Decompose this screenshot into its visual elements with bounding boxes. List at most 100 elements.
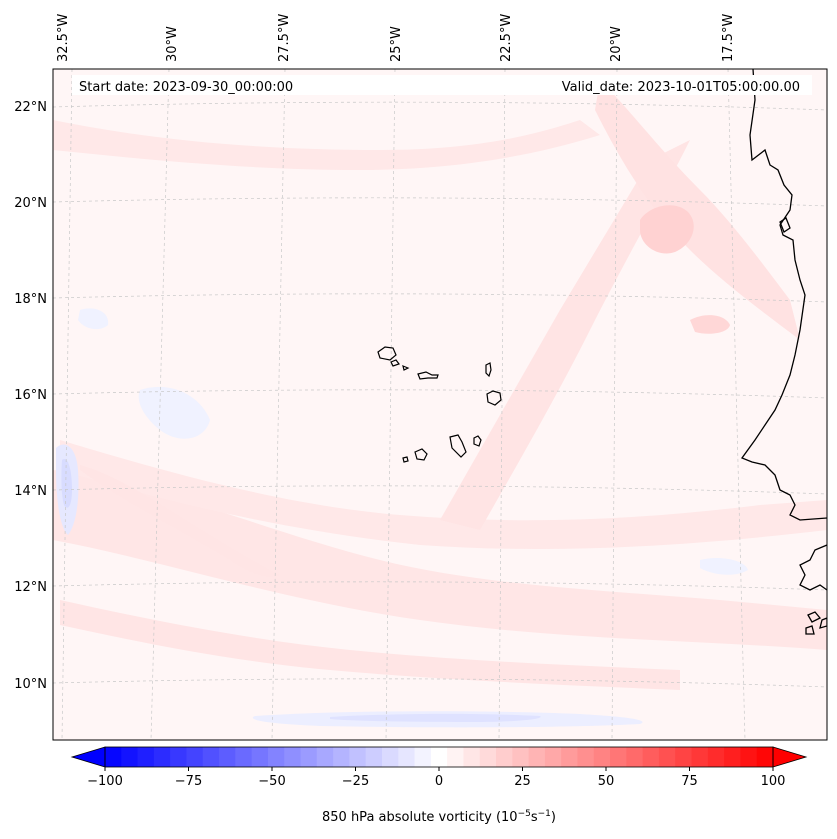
lon-label-17-5W: 17.5°W — [721, 14, 736, 62]
lat-label-14N: 14°N — [14, 484, 47, 499]
island-brava — [402, 456, 409, 463]
colorbar-cell — [186, 747, 204, 767]
colorbar-cell — [284, 747, 302, 767]
colorbar-cell — [333, 747, 350, 767]
island-santiago — [449, 434, 467, 458]
colorbar-cell — [593, 747, 611, 767]
colorbar-cell — [137, 747, 155, 767]
latitude-labels: 22°N 20°N 18°N 16°N 14°N 12°N 10°N — [14, 100, 47, 692]
colorbar-cell — [642, 747, 660, 767]
parallel-22N — [53, 101, 827, 111]
bijagos-islands — [805, 611, 827, 635]
parallel-18N — [53, 293, 827, 303]
africa-coastline — [740, 69, 827, 521]
colorbar-cell — [496, 747, 513, 767]
meridian-27-5W — [271, 69, 286, 740]
colorbar-tick-label: −75 — [175, 774, 202, 789]
africa-coast-south — [799, 544, 827, 591]
lon-label-32-5W: 32.5°W — [56, 14, 71, 62]
colorbar-cell — [153, 747, 171, 767]
lon-label-25W: 25°W — [389, 26, 404, 62]
meridian-32-5W — [61, 69, 73, 740]
colorbar-cell — [447, 747, 465, 767]
longitude-labels: 32.5°W 30°W 27.5°W 25°W 22.5°W 20°W 17.5… — [56, 14, 736, 62]
colorbar-cell — [398, 747, 416, 767]
colorbar-tick-label: 0 — [435, 774, 443, 789]
colorbar-cells — [105, 747, 774, 767]
valid-date-label: Valid_date: 2023-10-01T05:00:00.00 — [562, 80, 800, 95]
parallel-14N — [53, 485, 827, 495]
colorbar-cell — [691, 747, 709, 767]
vorticity-negative-patch-1 — [138, 386, 210, 439]
colorbar-tick-label: 25 — [514, 774, 531, 789]
colorbar-cell — [675, 747, 693, 767]
colorbar-ticks: −100 −75 −50 −25 0 25 50 75 100 — [87, 767, 785, 789]
vorticity-band-north — [53, 120, 600, 170]
parallel-16N — [53, 389, 827, 399]
island-sao-nicolau — [417, 371, 439, 380]
colorbar-cell — [349, 747, 367, 767]
vorticity-ridge-east — [595, 80, 800, 340]
colorbar-title: 850 hPa absolute vorticity (10−5s−1) — [322, 809, 556, 825]
vorticity-negative-patch-3 — [700, 558, 748, 575]
colorbar-cell — [463, 747, 481, 767]
colorbar-cell — [756, 747, 774, 767]
meridian-30W — [150, 69, 170, 740]
colorbar-cell — [170, 747, 188, 767]
colorbar-cell — [724, 747, 742, 767]
colorbar-cell — [544, 747, 562, 767]
meridian-25W — [385, 69, 396, 740]
meridian-20W — [611, 69, 618, 740]
colorbar-cell — [300, 747, 318, 767]
colorbar-cell — [219, 747, 236, 767]
colorbar: −100 −75 −50 −25 0 25 50 75 100 850 hPa absolute… — [70, 746, 808, 825]
colorbar-cell — [202, 747, 220, 767]
colorbar-cell — [561, 747, 579, 767]
colorbar-tick-label: 100 — [761, 774, 786, 789]
lon-label-22-5W: 22.5°W — [499, 14, 514, 62]
colorbar-cell — [235, 747, 253, 767]
start-date-label: Start date: 2023-09-30_00:00:00 — [79, 80, 293, 95]
colorbar-cell — [740, 747, 758, 767]
island-maio — [473, 435, 482, 447]
lat-label-12N: 12°N — [14, 580, 47, 595]
lon-label-20W: 20°W — [609, 26, 624, 62]
colorbar-tick-label: 75 — [681, 774, 698, 789]
colorbar-cell — [267, 747, 285, 767]
vorticity-cell-ne2 — [690, 315, 730, 334]
colorbar-cell — [414, 747, 432, 767]
colorbar-cell — [626, 747, 644, 767]
vorticity-negative-west-core — [61, 459, 72, 508]
lat-label-22N: 22°N — [14, 100, 47, 115]
vorticity-streak-sw — [60, 600, 680, 690]
colorbar-cell — [658, 747, 676, 767]
vorticity-negative-south-core — [330, 713, 541, 722]
vorticity-negative-patch-2 — [78, 308, 109, 330]
map-panel: Start date: 2023-09-30_00:00:00 Valid_da… — [53, 69, 827, 740]
colorbar-cell — [479, 747, 497, 767]
coastline — [740, 69, 827, 635]
colorbar-tick-label: −50 — [258, 774, 285, 789]
lat-label-20N: 20°N — [14, 196, 47, 211]
vorticity-ridge-diagonal — [440, 140, 690, 530]
africa-detail-1 — [779, 217, 791, 233]
colorbar-cell — [610, 747, 627, 767]
lon-label-30W: 30°W — [165, 26, 180, 62]
colorbar-cell — [707, 747, 725, 767]
parallel-10N — [53, 678, 827, 688]
colorbar-cell — [430, 747, 448, 767]
island-santa-luzia — [402, 365, 410, 371]
colorbar-cell — [512, 747, 530, 767]
colorbar-cell — [316, 747, 334, 767]
colorbar-tick-label: −25 — [342, 774, 369, 789]
colorbar-tick-label: −100 — [87, 774, 123, 789]
colorbar-arrow-low — [70, 746, 106, 768]
vorticity-cell-northeast — [640, 205, 694, 254]
island-boa-vista — [486, 390, 502, 406]
vorticity-band-south — [53, 470, 827, 650]
vorticity-band-mid — [60, 440, 827, 550]
island-sao-vicente — [390, 359, 400, 367]
colorbar-cell — [365, 747, 383, 767]
island-santo-antao — [377, 346, 397, 361]
